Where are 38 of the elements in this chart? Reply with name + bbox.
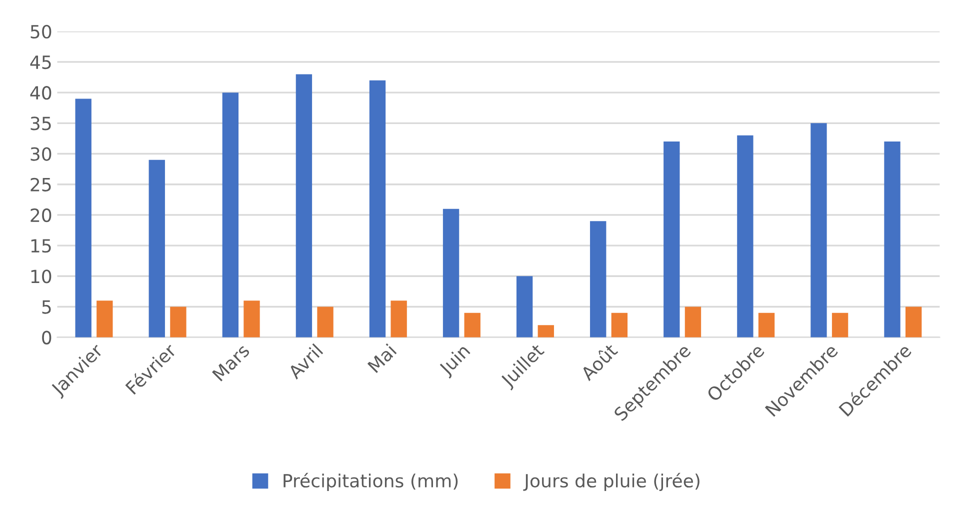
bar xyxy=(464,312,480,338)
bar xyxy=(317,306,334,338)
bar xyxy=(832,312,848,338)
bar xyxy=(222,92,239,338)
bar xyxy=(737,135,754,338)
bar xyxy=(884,142,900,338)
y-tick-label: 0 xyxy=(42,330,52,344)
bar xyxy=(684,306,702,338)
bar xyxy=(905,306,922,338)
bar xyxy=(538,325,554,338)
y-tick-label: 15 xyxy=(31,239,51,253)
bar xyxy=(611,312,628,338)
bar xyxy=(148,160,165,338)
y-tick-label: 30 xyxy=(30,147,52,161)
y-tick-label: 40 xyxy=(30,86,52,100)
bar xyxy=(296,74,312,338)
bar xyxy=(75,98,92,338)
bar xyxy=(96,300,113,338)
y-tick-label: 20 xyxy=(30,208,52,222)
bar xyxy=(590,221,606,338)
bar xyxy=(442,208,460,338)
y-tick-label: 25 xyxy=(30,178,51,192)
legend-label: Précipitations (mm) xyxy=(284,472,458,492)
y-tick-label: 50 xyxy=(30,24,52,38)
bar xyxy=(758,312,775,338)
bar xyxy=(170,306,186,338)
bar xyxy=(664,142,680,338)
bar xyxy=(810,123,827,338)
y-tick-label: 10 xyxy=(31,270,52,284)
bar xyxy=(516,276,533,338)
y-tick-label: 45 xyxy=(30,56,51,70)
bar xyxy=(390,300,407,338)
bar xyxy=(244,300,260,338)
x-tick-label: Mai xyxy=(367,343,397,374)
bar xyxy=(369,80,386,338)
legend-label: Jours de pluie (jrée) xyxy=(523,472,700,492)
y-tick-label: 35 xyxy=(30,116,51,130)
y-tick-label: 5 xyxy=(42,300,51,314)
